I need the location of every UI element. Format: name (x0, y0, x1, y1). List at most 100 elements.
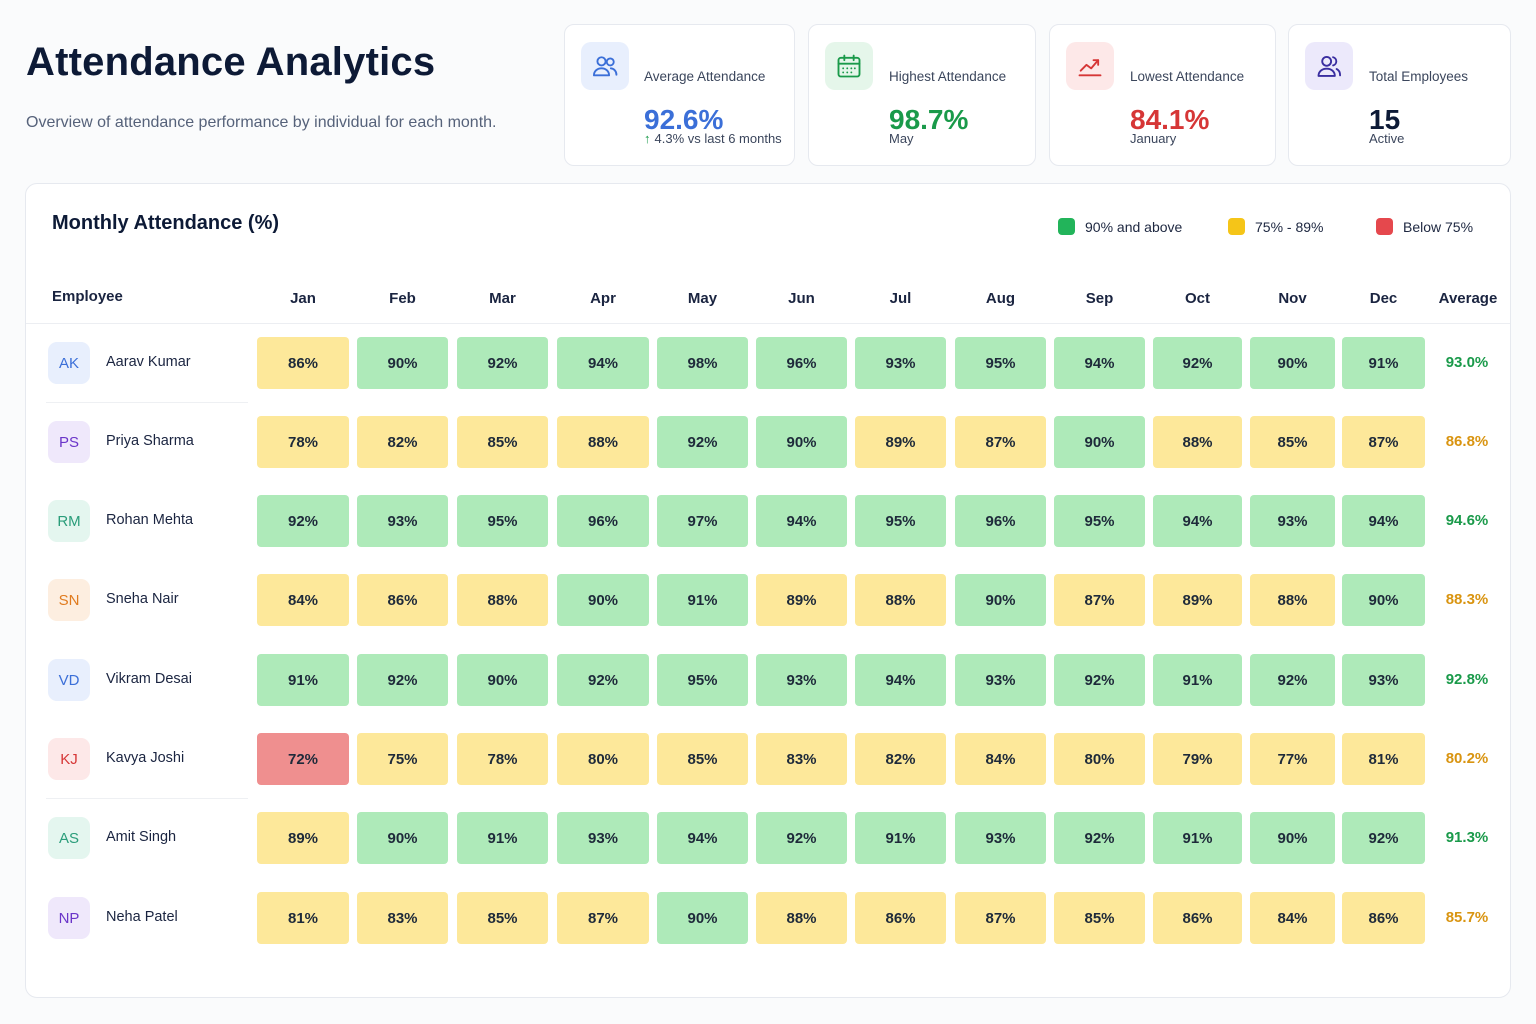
attendance-cell: 95% (955, 337, 1046, 389)
attendance-cell: 94% (855, 654, 946, 706)
attendance-cell: 92% (1342, 812, 1425, 864)
attendance-cell: 95% (457, 495, 548, 547)
attendance-cell: 86% (855, 892, 946, 944)
column-header-month: Aug (985, 290, 1016, 307)
attendance-cell: 96% (557, 495, 649, 547)
attendance-cell: 85% (457, 416, 548, 468)
column-header-month: Jan (290, 290, 316, 307)
column-header-month: Dec (1369, 290, 1398, 307)
attendance-cell: 90% (1054, 416, 1145, 468)
attendance-cell: 92% (657, 416, 748, 468)
attendance-cell: 89% (855, 416, 946, 468)
attendance-cell: 91% (1153, 654, 1242, 706)
attendance-cell: 90% (1250, 337, 1335, 389)
row-average: 93.0% (1445, 354, 1489, 371)
attendance-cell: 86% (1153, 892, 1242, 944)
avatar: PS (48, 421, 90, 463)
column-header-month: Jun (788, 290, 815, 307)
attendance-cell: 78% (257, 416, 349, 468)
employee-name: Aarav Kumar (106, 354, 191, 370)
attendance-cell: 90% (557, 574, 649, 626)
attendance-cell: 89% (1153, 574, 1242, 626)
attendance-cell: 95% (1054, 495, 1145, 547)
panel-title: Monthly Attendance (%) (52, 212, 280, 234)
attendance-cell: 78% (457, 733, 548, 785)
attendance-cell: 87% (557, 892, 649, 944)
column-header-month: Mar (489, 290, 516, 307)
attendance-cell: 94% (1342, 495, 1425, 547)
attendance-cell: 90% (756, 416, 847, 468)
attendance-cell: 96% (955, 495, 1046, 547)
attendance-cell: 85% (1054, 892, 1145, 944)
attendance-cell: 84% (955, 733, 1046, 785)
attendance-cell: 84% (257, 574, 349, 626)
row-average: 85.7% (1445, 909, 1489, 926)
column-header-month: Feb (389, 290, 416, 307)
attendance-cell: 82% (855, 733, 946, 785)
kpi-trend: ↑ 4.3% vs last 6 months (644, 131, 782, 146)
attendance-cell: 91% (457, 812, 548, 864)
row-average: 92.8% (1445, 671, 1489, 688)
column-header-month: Nov (1278, 290, 1307, 307)
attendance-cell: 88% (1250, 574, 1335, 626)
attendance-cell: 93% (557, 812, 649, 864)
attendance-cell: 80% (557, 733, 649, 785)
kpi-label: Average Attendance (644, 69, 766, 84)
avatar: SN (48, 579, 90, 621)
trend-chart-icon (1066, 42, 1114, 90)
employee-name: Priya Sharma (106, 433, 194, 449)
attendance-cell: 94% (1054, 337, 1145, 389)
attendance-cell: 90% (1342, 574, 1425, 626)
attendance-cell: 90% (457, 654, 548, 706)
attendance-cell: 93% (1342, 654, 1425, 706)
kpi-label: Highest Attendance (889, 69, 1007, 84)
attendance-cell: 87% (1054, 574, 1145, 626)
attendance-cell: 91% (855, 812, 946, 864)
attendance-cell: 72% (257, 733, 349, 785)
attendance-cell: 92% (756, 812, 847, 864)
attendance-cell: 92% (357, 654, 448, 706)
attendance-cell: 96% (756, 337, 847, 389)
kpi-sub: May (889, 131, 914, 146)
page-title: Attendance Analytics (26, 40, 436, 84)
attendance-cell: 90% (657, 892, 748, 944)
kpi-value: 15 (1369, 104, 1401, 135)
attendance-cell: 94% (1153, 495, 1242, 547)
employee-name: Sneha Nair (106, 591, 179, 607)
column-header-month: Jul (889, 290, 912, 307)
employee-name: Kavya Joshi (106, 750, 185, 766)
attendance-cell: 88% (1153, 416, 1242, 468)
avatar: AK (48, 342, 90, 384)
attendance-cell: 93% (955, 654, 1046, 706)
attendance-cell: 92% (1054, 812, 1145, 864)
attendance-cell: 77% (1250, 733, 1335, 785)
row-average: 94.6% (1445, 512, 1489, 529)
kpi-sub: January (1130, 131, 1177, 146)
attendance-cell: 91% (1342, 337, 1425, 389)
row-divider (46, 798, 248, 799)
attendance-cell: 97% (657, 495, 748, 547)
attendance-cell: 84% (1250, 892, 1335, 944)
calendar-icon (825, 42, 873, 90)
attendance-cell: 93% (756, 654, 847, 706)
kpi-card-lowest: Lowest Attendance 84.1% January (1049, 24, 1276, 166)
column-header-month: Sep (1085, 290, 1114, 307)
attendance-cell: 90% (357, 337, 448, 389)
legend-label: 75% - 89% (1255, 218, 1324, 235)
row-average: 86.8% (1445, 433, 1489, 450)
legend-item-mid: 75% - 89% (1228, 218, 1323, 235)
attendance-cell: 88% (855, 574, 946, 626)
employee-name: Rohan Mehta (106, 512, 194, 528)
row-average: 91.3% (1445, 829, 1489, 846)
kpi-card-average: Average Attendance 92.6% ↑ 4.3% vs last … (564, 24, 795, 166)
attendance-cell: 79% (1153, 733, 1242, 785)
legend-swatch-yellow (1228, 218, 1245, 235)
legend-swatch-red (1376, 218, 1393, 235)
row-divider (46, 402, 248, 403)
attendance-cell: 89% (257, 812, 349, 864)
kpi-value: 98.7% (889, 104, 969, 135)
attendance-cell: 94% (657, 812, 748, 864)
attendance-cell: 93% (357, 495, 448, 547)
attendance-cell: 85% (457, 892, 548, 944)
page-header: Attendance Analytics Overview of attenda… (26, 38, 546, 132)
